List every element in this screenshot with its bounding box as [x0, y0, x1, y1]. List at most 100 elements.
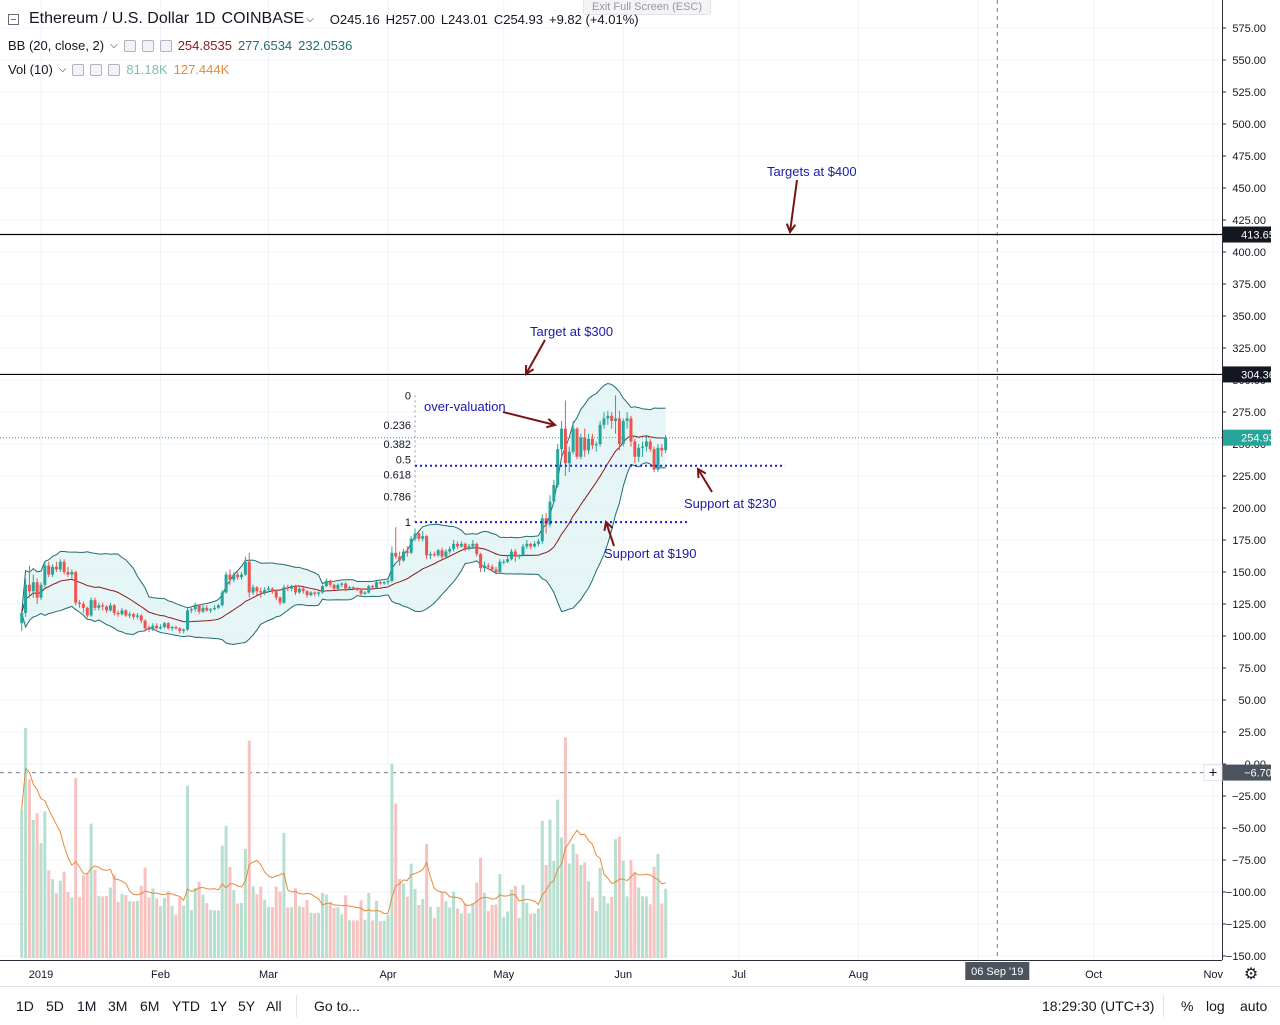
volume-bar	[267, 906, 271, 958]
volume-bar	[587, 881, 591, 958]
candle-body	[506, 559, 510, 562]
close-icon[interactable]	[159, 39, 172, 52]
volume-bar	[317, 912, 321, 958]
volume-bar	[405, 896, 409, 958]
percent-toggle[interactable]: %	[1181, 998, 1194, 1014]
candle-body	[151, 625, 155, 630]
chevron-down-icon[interactable]: ⌵	[58, 64, 67, 75]
target-300-label: Target at $300	[530, 324, 613, 339]
volume-bar	[54, 893, 58, 958]
candle-body	[421, 536, 425, 539]
range-1m[interactable]: 1M	[77, 998, 97, 1014]
range-5d[interactable]: 5D	[46, 998, 64, 1014]
candle-body	[398, 556, 402, 561]
volume-bar	[220, 845, 224, 958]
candle-body	[587, 438, 591, 451]
candle-body	[641, 446, 645, 448]
range-3m[interactable]: 3M	[108, 998, 128, 1014]
close-icon[interactable]	[108, 63, 121, 76]
volume-bar	[232, 890, 236, 958]
vol-label[interactable]: Vol (10)	[8, 62, 53, 77]
volume-bar	[166, 890, 170, 958]
volume-bar	[31, 820, 35, 958]
volume-bar	[633, 872, 637, 958]
candle-body	[533, 543, 537, 547]
collapse-icon[interactable]	[8, 13, 19, 25]
candle-body	[486, 565, 490, 567]
candle-body	[347, 587, 351, 589]
eye-icon[interactable]	[123, 39, 136, 52]
range-1d[interactable]: 1D	[16, 998, 34, 1014]
price-tick-label: 500.00	[1232, 119, 1266, 131]
time-tick-label: Aug	[849, 969, 869, 981]
settings-icon[interactable]	[90, 63, 103, 76]
volume-bar	[240, 903, 244, 958]
change-value: +9.82 (+4.01%)	[548, 11, 639, 27]
volume-bar	[509, 889, 513, 958]
volume-bar	[85, 873, 89, 958]
candle-body	[278, 597, 282, 603]
volume-bar	[193, 887, 197, 958]
volume-bar	[51, 879, 55, 958]
settings-icon[interactable]	[141, 39, 154, 52]
annotations[interactable]: Targets at $400 Target at $300 over-valuat…	[424, 164, 857, 561]
volume-bar	[162, 897, 166, 958]
price-tick-label: 575.00	[1232, 23, 1266, 35]
symbol-legend: Ethereum / U.S. Dollar 1D COINBASE ⌵ O24…	[8, 10, 639, 28]
volume-bar	[394, 803, 398, 958]
eye-icon[interactable]	[72, 63, 85, 76]
candle-body	[374, 582, 378, 588]
range-1y[interactable]: 1Y	[210, 998, 228, 1014]
interval-label[interactable]: 1D	[195, 10, 216, 27]
volume-bar	[58, 880, 62, 958]
bb-label[interactable]: BB (20, close, 2)	[8, 38, 105, 53]
candle-body	[567, 451, 571, 464]
targets-400-label: Targets at $400	[767, 164, 857, 179]
over-valuation-arrow-head	[546, 418, 558, 429]
candle-body	[637, 447, 641, 457]
range-all[interactable]: All	[266, 998, 282, 1014]
exchange-label[interactable]: COINBASE	[221, 10, 305, 27]
volume-bar	[243, 848, 247, 958]
candle-body	[425, 536, 429, 556]
volume-bar	[529, 913, 533, 958]
candle-body	[344, 583, 348, 589]
range-5y[interactable]: 5Y	[238, 998, 256, 1014]
range-6m[interactable]: 6M	[140, 998, 160, 1014]
volume-bar	[629, 860, 633, 958]
candle-body	[652, 449, 656, 470]
volume-bar	[347, 920, 351, 958]
volume-bar	[533, 913, 537, 958]
price-tick-label: 550.00	[1232, 55, 1266, 67]
goto-button[interactable]: Go to...	[314, 998, 360, 1014]
candle-body	[97, 605, 101, 608]
exit-fullscreen-button[interactable]: Exit Full Screen (ESC)	[583, 0, 712, 15]
chevron-down-icon[interactable]: ⌵	[306, 13, 314, 25]
symbol-title[interactable]: Ethereum / U.S. Dollar	[29, 10, 190, 27]
support-190-arrow-head	[603, 520, 614, 532]
horizontal-levels[interactable]	[0, 233, 1222, 439]
fib-level-label: 0.786	[384, 491, 412, 503]
price-chart[interactable]: 0 0.236 0.382 0.5 0.618 0.786 1 Targets at $40…	[0, 0, 1280, 986]
volume-bar	[116, 901, 120, 958]
range-ytd[interactable]: YTD	[172, 998, 200, 1014]
candle-body	[594, 444, 598, 446]
fib-retracement[interactable]: 0 0.236 0.382 0.5 0.618 0.786 1	[384, 390, 786, 529]
candle-body	[579, 437, 583, 457]
candle-body	[259, 591, 263, 593]
candle-body	[340, 583, 344, 585]
auto-toggle[interactable]: auto	[1240, 998, 1268, 1014]
price-tick-label: 400.00	[1232, 247, 1266, 259]
log-toggle[interactable]: log	[1206, 998, 1225, 1014]
axes[interactable]: 575.00 550.00 525.00 500.00 475.00 450.00 425.…	[0, 0, 1280, 986]
volume-bar	[259, 886, 263, 958]
volume-bar	[482, 892, 486, 958]
volume-bar	[567, 863, 571, 958]
volume-bar	[328, 902, 332, 958]
clock-display[interactable]: 18:29:30 (UTC+3)	[1042, 998, 1155, 1014]
chevron-down-icon[interactable]: ⌵	[110, 40, 118, 51]
candle-body	[432, 554, 436, 556]
candle-body	[263, 589, 267, 593]
candle-body	[174, 627, 178, 629]
price-tick-label: 425.00	[1232, 215, 1266, 227]
